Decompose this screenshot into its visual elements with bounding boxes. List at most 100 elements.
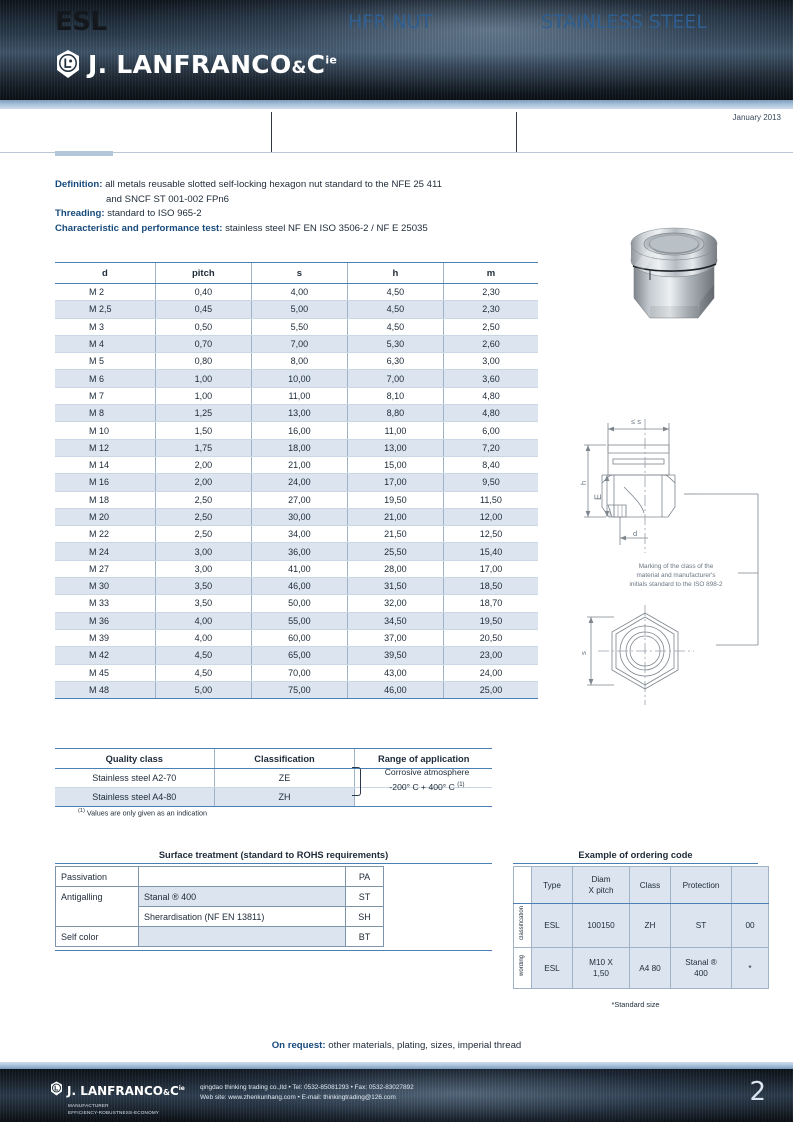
cell-m: 18,50	[442, 577, 538, 596]
cell-d: M 36	[55, 612, 156, 630]
product-code: ESL	[55, 6, 107, 37]
cell-pitch: 3,50	[154, 594, 252, 613]
col-header-range: Range of application	[354, 748, 492, 769]
cell-pitch: 3,00	[154, 542, 252, 561]
material-cell: STAINLESS STEEL	[541, 0, 707, 43]
definition-line: Definition: all metals reusable slotted …	[55, 178, 575, 193]
cell-m: 2,30	[442, 283, 538, 302]
cell-h: 11,00	[346, 421, 444, 440]
footer-shield-icon	[50, 1081, 63, 1101]
order-col-diam: Diam X pitch	[572, 866, 630, 904]
range-line-1: Corrosive atmosphere	[384, 767, 470, 777]
characteristic-label: Characteristic and performance test:	[55, 222, 223, 234]
surface-row: Antigalling Stanal ® 400 ST	[55, 886, 492, 907]
definition-line-2: and SNCF ST 001-002 FPn6	[106, 193, 230, 205]
cell-s: 55,00	[250, 612, 348, 630]
table-row: M 45 4,50 70,00 43,00 24,00	[55, 664, 538, 682]
footer-brand-suffix: C	[169, 1084, 179, 1098]
surface-blank	[383, 926, 492, 947]
order-protection-value: ST	[670, 902, 732, 949]
lanfranco-shield-icon	[55, 49, 81, 79]
cell-h: 21,50	[346, 525, 444, 544]
cell-pitch: 3,00	[154, 560, 252, 579]
dim-label-h: h	[579, 481, 588, 485]
cell-s: 4,00	[250, 283, 348, 302]
company-name-sup: ie	[325, 53, 338, 67]
product-name: HFR NUT	[348, 10, 433, 33]
cell-m: 15,40	[442, 542, 538, 561]
footer-company-name: J. LANFRANCO&Cie	[67, 1084, 185, 1098]
cell-d: M 30	[55, 577, 156, 596]
cell-s: 60,00	[250, 629, 348, 648]
order-diam-value: M10 X 1,50	[572, 947, 630, 990]
dim-label-s: s	[579, 651, 588, 655]
cell-h: 43,00	[346, 664, 444, 682]
cell-m: 24,00	[442, 664, 538, 682]
quality-header-row: Quality class Classification Range of ap…	[55, 748, 492, 769]
cell-d: M 22	[55, 525, 156, 544]
date-stamp: January 2013	[732, 113, 781, 122]
order-last-value: 00	[731, 902, 769, 949]
cell-pitch: 1,25	[154, 404, 252, 423]
cell-s: 11,00	[250, 387, 348, 406]
footnote-text: Values are only given as an indication	[84, 808, 207, 818]
cell-pitch: 1,00	[154, 387, 252, 406]
cell-s: 21,00	[250, 456, 348, 475]
title-divider-2	[516, 112, 517, 152]
table-row: M 7 1,00 11,00 8,10 4,80	[55, 387, 538, 406]
cell-m: 7,20	[442, 439, 538, 457]
dim-label-d: d	[633, 529, 637, 538]
order-row: classification ESL 100150 ZH ST 00	[513, 902, 769, 949]
surface-value	[138, 866, 346, 887]
table-row: M 30 3,50 46,00 31,50 18,50	[55, 577, 538, 596]
table-row: M 42 4,50 65,00 39,50 23,00	[55, 646, 538, 665]
cell-d: M 14	[55, 456, 156, 475]
range-cell-spacer	[354, 768, 492, 788]
cell-h: 21,00	[346, 508, 444, 527]
cell-d: M 5	[55, 352, 156, 371]
cell-m: 11,50	[442, 491, 538, 509]
company-name-main: J. LANFRANCO	[88, 49, 292, 79]
cell-s: 70,00	[250, 664, 348, 682]
cell-h: 31,50	[346, 577, 444, 596]
table-row: M 2,5 0,45 5,00 4,50 2,30	[55, 300, 538, 319]
quality-class-value: Stainless steel A2-70	[55, 768, 215, 788]
cell-pitch: 2,00	[154, 456, 252, 475]
cell-d: M 27	[55, 560, 156, 579]
cell-s: 5,50	[250, 318, 348, 336]
company-name-amp: &	[291, 57, 307, 78]
cell-m: 2,60	[442, 335, 538, 354]
cell-s: 5,00	[250, 300, 348, 319]
cell-pitch: 4,50	[154, 664, 252, 682]
table-row: M 12 1,75 18,00 13,00 7,20	[55, 439, 538, 457]
footer-tagline-1: MANUFACTURER	[68, 1103, 109, 1108]
cell-m: 12,00	[442, 508, 538, 527]
cell-pitch: 4,00	[154, 629, 252, 648]
table-row: M 48 5,00 75,00 46,00 25,00	[55, 681, 538, 700]
surface-row: Sherardisation (NF EN 13811) SH	[55, 906, 492, 927]
cell-h: 28,00	[346, 560, 444, 579]
quality-class-value: Stainless steel A4-80	[55, 787, 215, 807]
range-cell-spacer	[354, 787, 492, 807]
cell-m: 23,00	[442, 646, 538, 665]
surface-label: Antigalling	[55, 886, 139, 907]
cell-d: M 6	[55, 369, 156, 388]
cell-m: 2,50	[442, 318, 538, 336]
cell-m: 20,50	[442, 629, 538, 648]
product-code-cell: ESL	[55, 0, 107, 43]
surface-blank	[383, 866, 492, 887]
cell-s: 8,00	[250, 352, 348, 371]
table-row: M 27 3,00 41,00 28,00 17,00	[55, 560, 538, 579]
technical-drawing: ≤ s h E d s	[576, 405, 786, 710]
cell-s: 46,00	[250, 577, 348, 596]
cell-pitch: 0,45	[154, 300, 252, 319]
note-line-3: initials standard to the ISO 898-2	[629, 581, 723, 589]
cell-d: M 7	[55, 387, 156, 406]
cell-h: 46,00	[346, 681, 444, 700]
product-code-underline	[55, 151, 113, 156]
table-row: M 16 2,00 24,00 17,00 9,50	[55, 473, 538, 492]
table-header-row: d pitch s h m	[55, 262, 538, 284]
cell-s: 10,00	[250, 369, 348, 388]
characteristic-line: Characteristic and performance test: sta…	[55, 222, 575, 237]
footnote-marker: (1)	[78, 808, 85, 814]
